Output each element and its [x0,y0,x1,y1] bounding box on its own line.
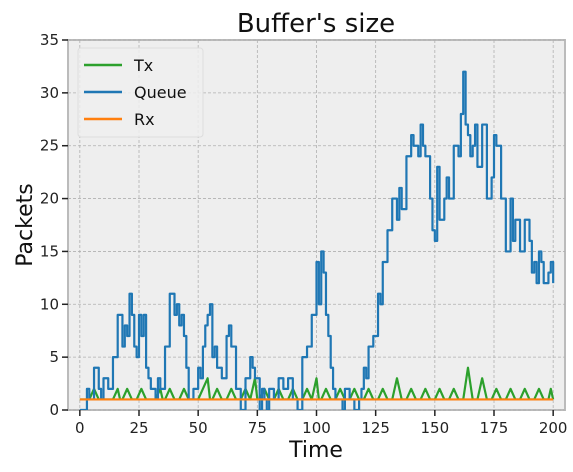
x-tick-label: 200 [539,419,568,437]
x-tick-label: 125 [361,419,390,437]
x-axis-label: Time [288,438,343,463]
x-tick-label: 100 [302,419,331,437]
series-line-queue [79,70,555,410]
y-tick-label: 5 [49,348,59,366]
x-axis: 0 25 50 75 100 125 150 175 200 [75,410,567,437]
legend-label-rx: Rx [134,110,155,129]
y-tick-label: 15 [40,242,59,260]
x-tick-label: 150 [421,419,450,437]
y-tick-label: 25 [40,137,59,155]
x-tick-label: 25 [129,419,148,437]
y-tick-label: 10 [40,295,59,313]
legend-label-tx: Tx [133,56,153,75]
y-tick-label: 0 [49,401,59,419]
y-tick-label: 30 [40,84,59,102]
x-tick-label: 0 [75,419,85,437]
y-tick-label: 35 [40,31,59,49]
x-tick-label: 175 [480,419,509,437]
x-tick-label: 75 [248,419,267,437]
legend: Tx Queue Rx [77,47,204,138]
y-axis-label: Packets [13,183,38,266]
y-tick-label: 20 [40,190,59,208]
series-layer [79,70,555,410]
legend-box [77,47,204,138]
legend-label-queue: Queue [134,83,187,102]
chart-title: Buffer's size [237,9,395,39]
y-axis: 0 5 10 15 20 25 30 35 [40,31,68,419]
x-tick-label: 50 [189,419,208,437]
